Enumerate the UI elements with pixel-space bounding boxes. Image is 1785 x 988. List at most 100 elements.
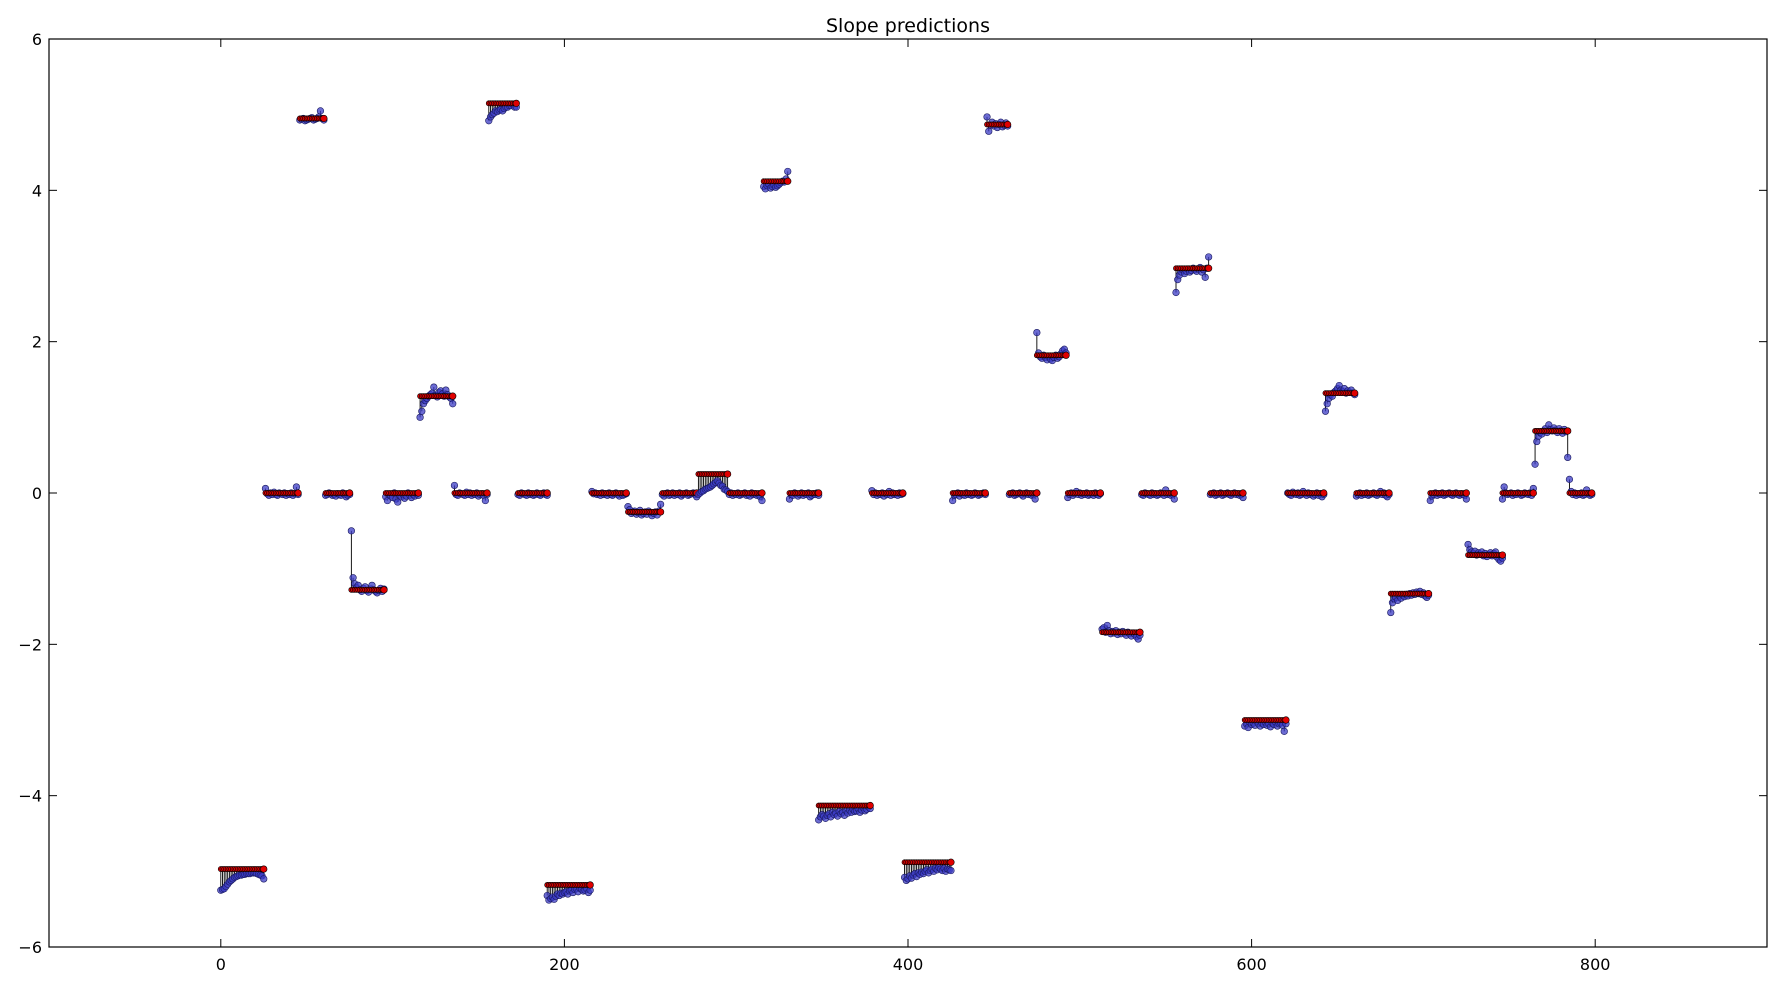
x-tick-label: 800 bbox=[1580, 955, 1611, 974]
segment-37 bbox=[1498, 483, 1537, 503]
prediction-point bbox=[1280, 727, 1288, 735]
prediction-point bbox=[418, 407, 426, 415]
segment-17 bbox=[785, 489, 823, 503]
target-point bbox=[1385, 489, 1393, 497]
target-point bbox=[543, 489, 551, 497]
prediction-point bbox=[784, 167, 792, 176]
segment-0 bbox=[217, 865, 268, 894]
x-tick-label: 600 bbox=[1236, 955, 1267, 974]
segment-8 bbox=[485, 99, 520, 125]
segment-28 bbox=[1172, 253, 1213, 297]
segment-11 bbox=[588, 487, 630, 500]
y-tick-label: 0 bbox=[32, 484, 42, 503]
segment-36 bbox=[1464, 540, 1507, 565]
segment-19 bbox=[868, 487, 907, 500]
segment-30 bbox=[1241, 716, 1290, 735]
target-point bbox=[1282, 716, 1290, 724]
target-point bbox=[586, 881, 594, 889]
prediction-point bbox=[394, 498, 402, 506]
segment-13 bbox=[658, 489, 701, 501]
segment-34 bbox=[1387, 587, 1433, 617]
prediction-point bbox=[1170, 495, 1178, 503]
target-point bbox=[1170, 489, 1178, 497]
target-point bbox=[1498, 551, 1507, 559]
prediction-point bbox=[947, 866, 955, 875]
segment-12 bbox=[624, 500, 665, 520]
segment-2 bbox=[296, 107, 328, 125]
target-point bbox=[512, 99, 520, 107]
segment-39 bbox=[1565, 475, 1596, 499]
prediction-point bbox=[1500, 483, 1508, 491]
segment-38 bbox=[1531, 421, 1572, 468]
segment-24 bbox=[1033, 328, 1070, 365]
prediction-point bbox=[416, 413, 424, 421]
target-point bbox=[866, 801, 874, 810]
target-point bbox=[380, 586, 388, 594]
segment-4 bbox=[347, 527, 388, 597]
target-point bbox=[1004, 120, 1012, 129]
segment-27 bbox=[1138, 486, 1178, 503]
prediction-point bbox=[430, 383, 438, 391]
segment-22 bbox=[983, 113, 1012, 135]
segment-33 bbox=[1352, 487, 1393, 501]
prediction-point bbox=[481, 496, 489, 505]
prediction-point bbox=[260, 875, 268, 883]
segment-26 bbox=[1098, 621, 1144, 643]
prediction-point bbox=[657, 500, 665, 508]
target-point bbox=[1136, 628, 1144, 636]
prediction-point bbox=[449, 400, 457, 408]
y-tick-label: −6 bbox=[18, 938, 42, 957]
axes: 0 200 400 600 800 6 4 2 0 −2 −4 −6 bbox=[18, 30, 1767, 974]
prediction-point bbox=[292, 483, 300, 491]
segment-6 bbox=[416, 383, 457, 421]
target-point bbox=[483, 489, 491, 497]
target-point bbox=[1351, 389, 1359, 397]
segment-14 bbox=[694, 470, 732, 499]
y-tick-label: −4 bbox=[18, 787, 42, 806]
target-point bbox=[899, 489, 907, 497]
segment-31 bbox=[1284, 487, 1328, 501]
prediction-point bbox=[1387, 608, 1395, 617]
target-point bbox=[449, 392, 457, 400]
target-point bbox=[1062, 351, 1070, 359]
segment-1 bbox=[261, 483, 302, 499]
segment-9 bbox=[514, 489, 551, 499]
segment-21 bbox=[949, 489, 989, 505]
target-point bbox=[657, 508, 665, 516]
prediction-point bbox=[758, 496, 766, 505]
target-point bbox=[1239, 489, 1247, 497]
segment-16 bbox=[760, 167, 792, 193]
segment-7 bbox=[450, 481, 491, 505]
prediction-point bbox=[349, 574, 357, 582]
target-point bbox=[414, 489, 422, 497]
x-tick-label: 200 bbox=[549, 955, 580, 974]
segment-15 bbox=[725, 489, 766, 505]
segment-3 bbox=[321, 489, 354, 501]
target-point bbox=[1529, 489, 1537, 497]
prediction-point bbox=[1033, 328, 1041, 337]
prediction-point bbox=[1031, 495, 1039, 503]
prediction-point bbox=[1172, 288, 1180, 297]
target-point bbox=[1033, 489, 1041, 497]
x-tick-label: 400 bbox=[893, 955, 924, 974]
target-point bbox=[294, 489, 302, 497]
segment-5 bbox=[382, 489, 422, 506]
prediction-point bbox=[1201, 273, 1209, 281]
target-point bbox=[1564, 427, 1572, 435]
prediction-point bbox=[347, 527, 355, 535]
segment-23 bbox=[1005, 489, 1041, 503]
segment-18 bbox=[815, 801, 874, 824]
y-tick-label: 2 bbox=[32, 333, 42, 352]
segment-20 bbox=[900, 858, 955, 885]
prediction-point bbox=[985, 127, 993, 135]
segment-35 bbox=[1426, 489, 1470, 505]
target-point bbox=[815, 489, 823, 497]
target-point bbox=[1096, 489, 1105, 497]
target-point bbox=[947, 858, 955, 866]
prediction-point bbox=[1321, 407, 1330, 415]
target-point bbox=[981, 489, 989, 497]
prediction-point bbox=[316, 107, 325, 115]
target-point bbox=[346, 489, 354, 497]
prediction-point bbox=[1564, 453, 1572, 462]
